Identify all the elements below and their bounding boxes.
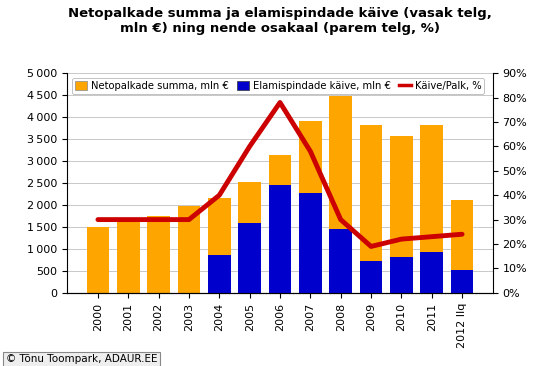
Bar	[269, 155, 291, 293]
Bar	[299, 121, 322, 293]
Bar	[238, 223, 261, 293]
Bar	[87, 227, 109, 293]
Text: © Tõnu Toompark, ADAUR.EE: © Tõnu Toompark, ADAUR.EE	[6, 354, 157, 364]
Bar	[329, 229, 352, 293]
Bar	[451, 270, 473, 293]
Bar	[299, 193, 322, 293]
Bar	[360, 125, 382, 293]
Bar	[117, 220, 139, 293]
Bar	[329, 96, 352, 293]
Bar	[421, 125, 443, 293]
Bar	[208, 255, 231, 293]
Bar	[360, 261, 382, 293]
Bar	[421, 253, 443, 293]
Bar	[208, 198, 231, 293]
Bar	[178, 206, 200, 293]
Bar	[451, 200, 473, 293]
Bar	[238, 182, 261, 293]
Bar	[390, 135, 413, 293]
Bar	[390, 257, 413, 293]
Bar	[147, 216, 170, 293]
Bar	[269, 185, 291, 293]
Legend: Netopalkade summa, mln €, Elamispindade käive, mln €, Käive/Palk, %: Netopalkade summa, mln €, Elamispindade …	[72, 78, 484, 94]
Text: Netopalkade summa ja elamispindade käive (vasak telg,
mln €) ning nende osakaal : Netopalkade summa ja elamispindade käive…	[68, 7, 492, 36]
